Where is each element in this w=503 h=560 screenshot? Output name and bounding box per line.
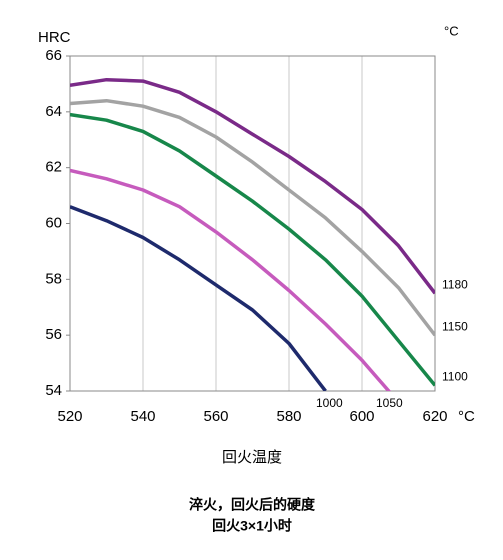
y-tick-label: 58: [45, 270, 62, 287]
plot-lines: [70, 77, 435, 391]
series-label: 1150: [442, 319, 468, 333]
y-tick-label: 66: [45, 47, 62, 64]
series-line: [70, 168, 392, 391]
series-line: [70, 77, 435, 295]
x-unit: °C: [458, 408, 475, 425]
series-label: 1100: [442, 370, 468, 384]
x-tick-label: 600: [349, 408, 374, 425]
series-line: [70, 205, 327, 391]
x-tick-label: 520: [57, 408, 82, 425]
caption: 回火3×1小时: [212, 518, 292, 534]
y-axis-label: HRC: [38, 29, 71, 46]
x-tick-label: 620: [422, 408, 447, 425]
x-tick-label: 540: [130, 408, 155, 425]
series-line: [70, 98, 435, 337]
caption: 淬火，回火后的硬度: [189, 497, 316, 513]
y-tick-label: 60: [45, 214, 62, 231]
series-line: [70, 112, 435, 387]
y-tick-label: 54: [45, 382, 62, 399]
y-tick-label: 56: [45, 326, 62, 343]
plot-border: [69, 55, 436, 392]
series-label: 1180: [442, 277, 468, 291]
x-tick-label: 560: [203, 408, 228, 425]
series-unit: °C: [444, 23, 459, 38]
x-tick-label: 580: [276, 408, 301, 425]
series-label: 1000: [316, 396, 343, 410]
x-axis-label: 回火温度: [222, 449, 282, 466]
series-label: 1050: [376, 396, 403, 410]
y-tick-label: 62: [45, 159, 62, 176]
y-tick-label: 64: [45, 103, 62, 120]
